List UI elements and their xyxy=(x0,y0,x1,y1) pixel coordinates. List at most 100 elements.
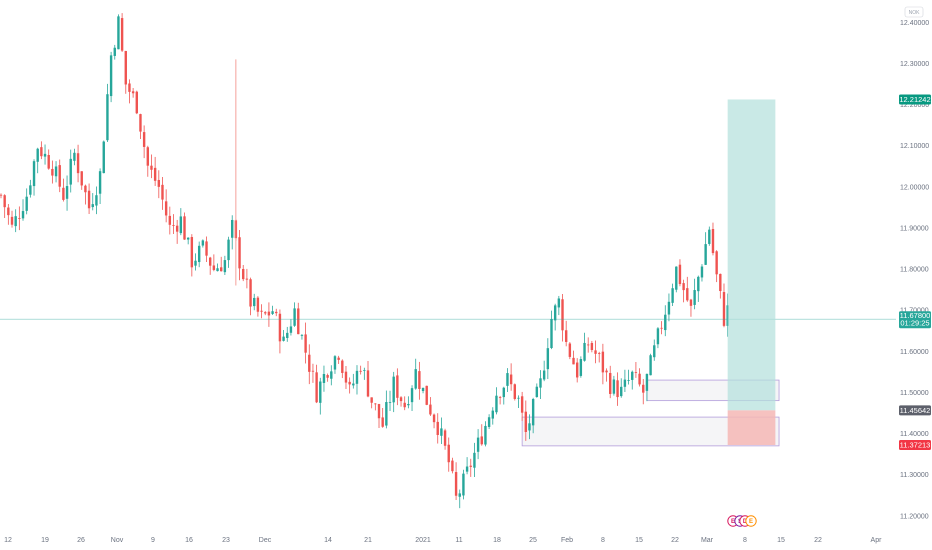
candle-body xyxy=(660,327,663,329)
time-tick-label: 21 xyxy=(364,537,372,544)
time-tick-label: 12 xyxy=(4,537,12,544)
candle-body xyxy=(678,264,682,285)
time-axis[interactable]: 12 19 26 Nov 9 16 23 Dec 14 21 2021 11 18 25 Feb 8 15 22 M… xyxy=(4,537,882,544)
candle-body xyxy=(363,370,366,372)
candle-body xyxy=(715,251,718,275)
candle-body xyxy=(51,168,54,176)
candle-body xyxy=(359,370,362,372)
price-axis[interactable]: 12.40000 12.30000 12.20000 12.10000 12.00000… xyxy=(900,20,929,520)
candle-body xyxy=(410,388,414,403)
candle-body xyxy=(535,386,539,398)
candle-body xyxy=(377,404,381,419)
candle-body xyxy=(520,396,524,413)
candle-body xyxy=(627,380,630,381)
price-tick-label: 11.90000 xyxy=(900,225,929,232)
time-tick-label: Nov xyxy=(111,537,124,544)
candle-body xyxy=(36,148,39,162)
candle-body xyxy=(157,179,161,187)
event-marker[interactable]: E xyxy=(745,515,757,527)
candle-body xyxy=(300,335,304,336)
candle-body xyxy=(7,207,10,216)
candle-body xyxy=(186,237,190,240)
candle-body xyxy=(605,370,608,373)
time-tick-label: 14 xyxy=(324,537,332,544)
candle-body xyxy=(333,356,337,370)
candle-body xyxy=(113,47,116,56)
candle-body xyxy=(120,18,124,51)
candle-body xyxy=(447,444,450,463)
candle-body xyxy=(381,417,384,427)
candle-body xyxy=(564,330,568,342)
candle-body xyxy=(719,273,722,292)
time-tick-label: Mar xyxy=(701,537,714,544)
candle-body xyxy=(572,357,575,365)
candle-body xyxy=(553,305,557,321)
candle-body xyxy=(311,370,315,372)
candle-body xyxy=(675,266,678,290)
candle-body xyxy=(579,359,583,376)
candle-body xyxy=(689,299,693,306)
time-tick-label: 22 xyxy=(814,537,822,544)
candle-body xyxy=(267,311,271,316)
candle-body xyxy=(594,350,597,354)
price-tick-label: 11.30000 xyxy=(900,472,929,479)
candle-body xyxy=(645,373,649,391)
candle-body xyxy=(348,381,351,385)
candle-body xyxy=(421,387,425,392)
candle-body xyxy=(693,290,696,305)
candle-body xyxy=(609,372,612,394)
candle-body xyxy=(0,194,3,196)
time-tick-label: 18 xyxy=(493,537,501,544)
long-position-tool[interactable] xyxy=(727,99,776,445)
candle-body xyxy=(297,308,300,335)
candle-body xyxy=(286,332,289,339)
candle-body xyxy=(355,370,359,384)
candle-body xyxy=(711,229,715,254)
candle-body xyxy=(308,354,311,372)
candle-body xyxy=(476,437,480,452)
price-tag-label: 12.21242 xyxy=(899,95,930,104)
event-marker-label: D xyxy=(743,519,748,525)
candle-body xyxy=(407,403,410,406)
candle-body xyxy=(264,312,267,314)
candle-body xyxy=(304,334,307,353)
candle-body xyxy=(638,373,641,385)
candle-body xyxy=(671,288,674,303)
price-tick-label: 11.80000 xyxy=(900,267,929,274)
candle-body xyxy=(227,239,230,261)
candle-body xyxy=(414,369,417,389)
candle-body xyxy=(84,185,87,193)
event-marker-circle xyxy=(745,515,757,527)
candle-body xyxy=(667,301,671,315)
candle-body xyxy=(631,371,634,380)
candle-body xyxy=(392,376,395,403)
candle-body xyxy=(590,343,594,351)
candle-body xyxy=(69,158,72,185)
candle-body xyxy=(249,279,252,307)
candle-body xyxy=(95,195,98,206)
candle-body xyxy=(73,152,76,161)
candle-body xyxy=(146,147,149,166)
candle-body xyxy=(242,268,245,280)
price-tag-bg xyxy=(899,405,931,416)
candle-body xyxy=(25,196,28,211)
candle-body xyxy=(65,186,69,199)
candle-body xyxy=(517,397,520,399)
time-tick-label: Dec xyxy=(259,537,272,544)
candle-body xyxy=(220,267,223,272)
candle-body xyxy=(480,436,483,445)
time-tick-label: 19 xyxy=(41,537,49,544)
time-tick-label: 8 xyxy=(743,537,747,544)
price-tag-bg xyxy=(899,94,931,105)
time-tick-label: 8 xyxy=(601,537,605,544)
events-row[interactable]: ESDE xyxy=(727,515,757,527)
symbol-badge[interactable]: NOK xyxy=(904,6,924,18)
price-tag-label: 11.45642 xyxy=(900,406,931,415)
candle-body xyxy=(708,229,711,244)
time-tick-label: 23 xyxy=(222,537,230,544)
candle-body xyxy=(620,386,623,397)
candle-body xyxy=(124,50,127,85)
